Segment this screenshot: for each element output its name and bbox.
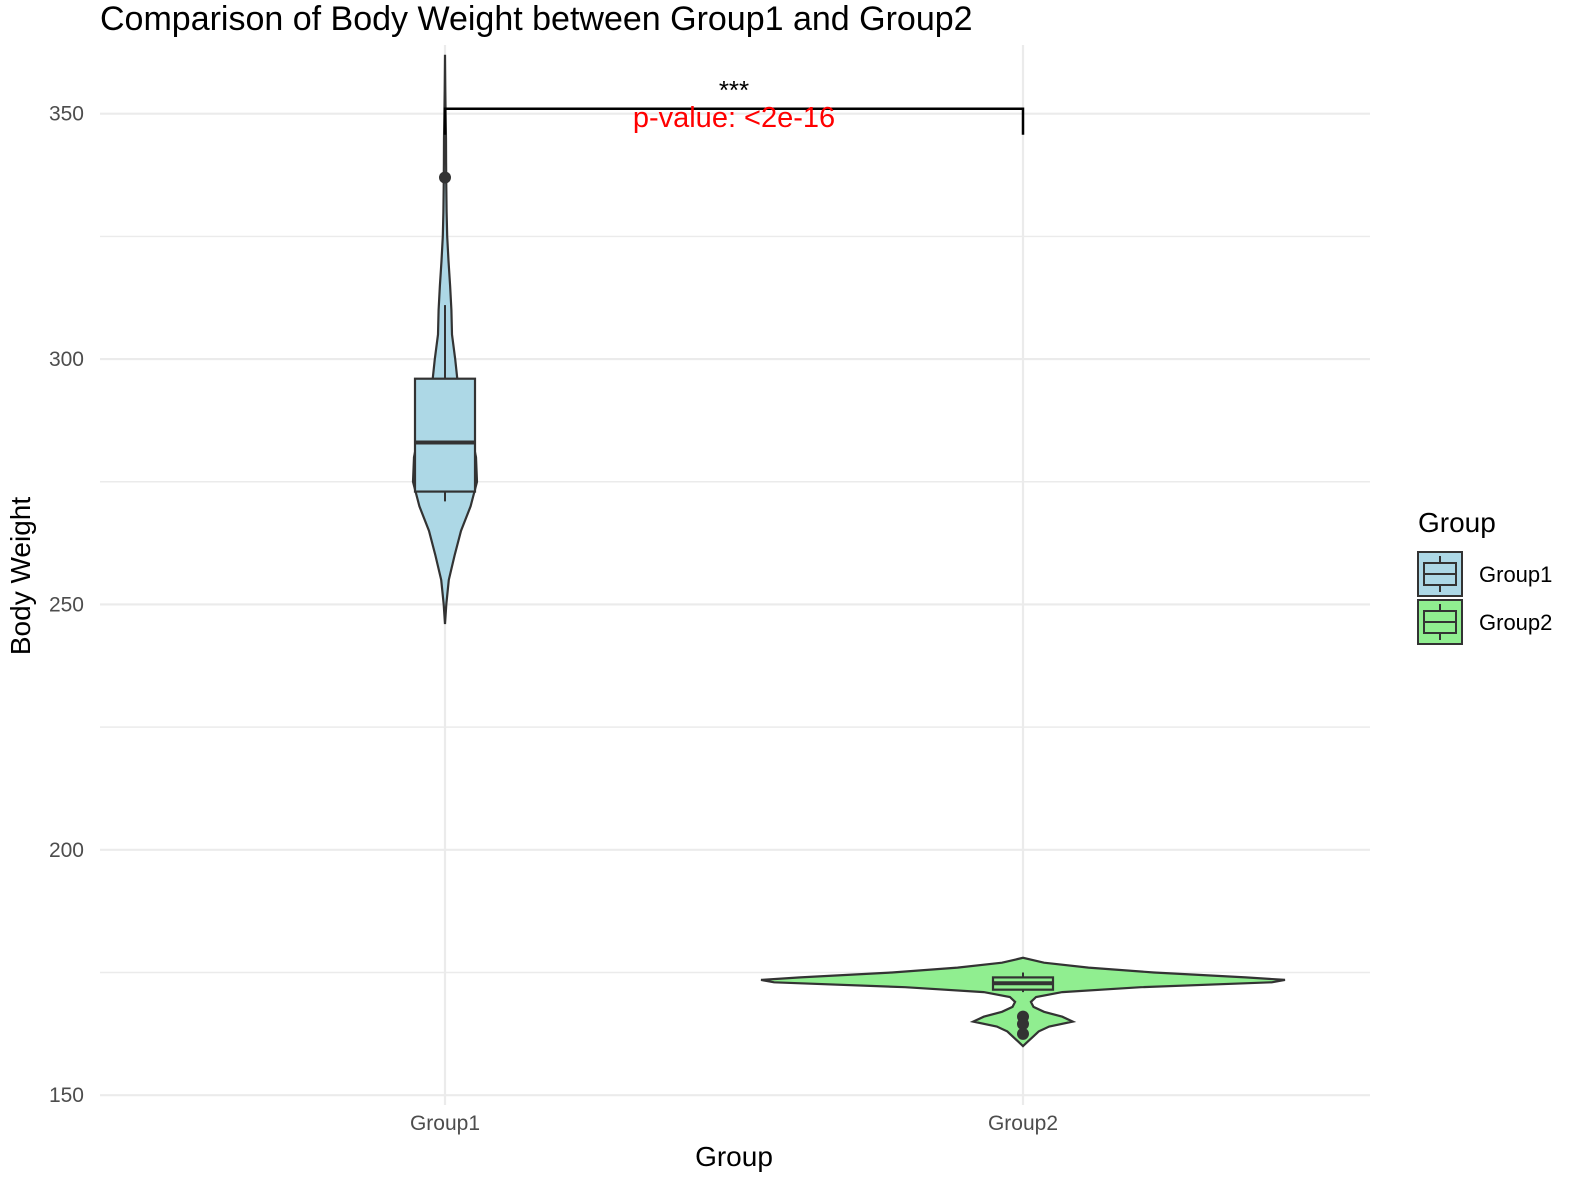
y-tick-label: 150	[49, 1084, 84, 1107]
x-axis-ticks: Group1 Group2	[410, 1112, 1058, 1135]
x-axis-title: Group	[695, 1141, 773, 1172]
chart-title: Comparison of Body Weight between Group1…	[100, 0, 973, 38]
significance-annotation: *** p-value: <2e-16	[443, 75, 1025, 135]
legend-label-Group2: Group2	[1479, 610, 1552, 635]
outlier-point-Group2	[1017, 1018, 1029, 1031]
violins	[411, 54, 1286, 1048]
y-tick-label: 350	[49, 103, 84, 126]
p-value-label: p-value: <2e-16	[633, 102, 835, 134]
legend-label-Group1: Group1	[1479, 562, 1552, 587]
box-Group1	[413, 377, 477, 493]
x-tick-label: Group2	[988, 1112, 1058, 1135]
legend: Group Group1 Group2	[1417, 507, 1552, 645]
significance-bracket	[443, 107, 1025, 135]
outlier-point-Group1	[439, 171, 451, 184]
legend-title: Group	[1418, 507, 1496, 538]
grid-lines	[100, 45, 1370, 1105]
significance-stars: ***	[719, 75, 749, 105]
y-tick-label: 250	[49, 593, 84, 616]
violin-Group2	[760, 956, 1286, 1048]
y-tick-label: 200	[49, 839, 84, 862]
y-tick-label: 300	[49, 348, 84, 371]
y-axis-ticks: 150 200 250 300 350	[49, 103, 84, 1107]
y-axis-title: Body Weight	[5, 497, 36, 655]
x-tick-label: Group1	[410, 1112, 480, 1135]
outlier-point-Group2	[1017, 1027, 1029, 1040]
